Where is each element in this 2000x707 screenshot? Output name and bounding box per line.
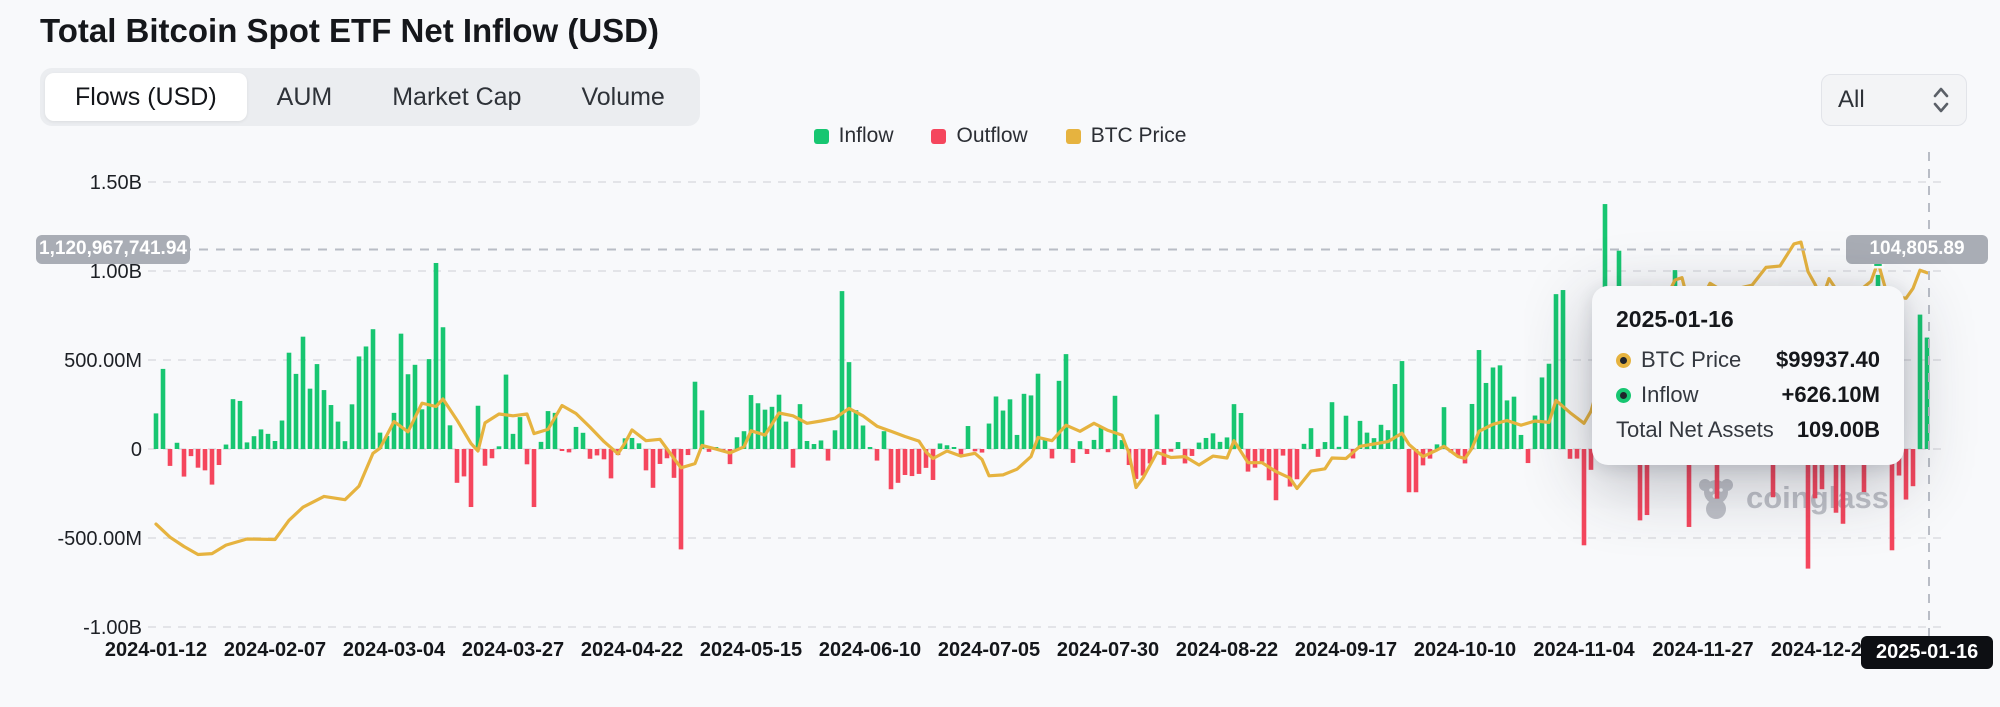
- legend-swatch-icon: [931, 128, 947, 144]
- tooltip-row-total-net-assets: Total Net Assets 109.00B: [1616, 417, 1880, 443]
- chart-tooltip: 2025-01-16 BTC Price $99937.40 Inflow +626.…: [1592, 286, 1904, 465]
- tooltip-row-label: BTC Price: [1641, 347, 1742, 372]
- svg-text:2024-11-27: 2024-11-27: [1652, 639, 1753, 661]
- svg-text:2024-03-04: 2024-03-04: [343, 639, 446, 661]
- svg-text:500.00M: 500.00M: [64, 350, 142, 372]
- series-dot-icon: [1616, 387, 1631, 403]
- tooltip-row-value: +626.10M: [1781, 382, 1880, 407]
- svg-text:2024-09-17: 2024-09-17: [1295, 639, 1397, 661]
- crosshair-left-axis-badge: 1,120,967,741.94: [36, 234, 190, 264]
- page-title: Total Bitcoin Spot ETF Net Inflow (USD): [40, 12, 659, 49]
- time-range-select-value: All: [1838, 86, 1865, 113]
- svg-text:0: 0: [131, 439, 142, 461]
- svg-text:1.50B: 1.50B: [90, 172, 142, 194]
- series-dot-icon: [1616, 352, 1631, 368]
- legend-swatch-icon: [1065, 128, 1081, 144]
- legend-item-inflow[interactable]: Inflow: [813, 124, 894, 148]
- svg-text:2024-07-30: 2024-07-30: [1057, 639, 1159, 661]
- svg-text:-1.00B: -1.00B: [83, 617, 142, 639]
- tab-volume[interactable]: Volume: [581, 82, 665, 111]
- svg-text:2024-04-22: 2024-04-22: [581, 639, 683, 661]
- time-range-select[interactable]: All: [1821, 74, 1967, 126]
- legend-swatch-icon: [813, 128, 829, 144]
- tab-aum[interactable]: AUM: [276, 82, 333, 111]
- svg-text:2024-05-15: 2024-05-15: [700, 639, 802, 661]
- tooltip-row-inflow: Inflow +626.10M: [1616, 382, 1880, 408]
- svg-text:-500.00M: -500.00M: [58, 528, 143, 550]
- svg-text:2024-11-04: 2024-11-04: [1533, 639, 1635, 661]
- tab-flows-usd[interactable]: Flows (USD): [45, 73, 247, 121]
- coinglass-bear-icon: [1694, 476, 1738, 520]
- legend-label: BTC Price: [1090, 124, 1187, 147]
- tooltip-row-value: $99937.40: [1776, 347, 1880, 372]
- svg-text:2024-12-23: 2024-12-23: [1771, 639, 1873, 661]
- crosshair-right-axis-badge: 104,805.89: [1846, 234, 1988, 264]
- svg-text:2024-02-07: 2024-02-07: [224, 639, 326, 661]
- tab-market-cap[interactable]: Market Cap: [392, 82, 522, 111]
- tooltip-row-label: Inflow: [1641, 382, 1699, 407]
- tooltip-row-btc-price: BTC Price $99937.40: [1616, 347, 1880, 373]
- svg-text:2024-07-05: 2024-07-05: [938, 639, 1040, 661]
- svg-text:2024-06-10: 2024-06-10: [819, 639, 921, 661]
- chart-metric-tabs: Flows (USD) AUM Market Cap Volume: [40, 68, 700, 126]
- legend-item-btc-price[interactable]: BTC Price: [1065, 124, 1187, 148]
- legend-item-outflow[interactable]: Outflow: [931, 124, 1028, 148]
- svg-text:2024-01-12: 2024-01-12: [105, 639, 207, 661]
- select-chevrons-icon: [1932, 85, 1950, 115]
- legend-label: Inflow: [838, 124, 894, 147]
- svg-text:1.00B: 1.00B: [90, 261, 142, 283]
- legend-label: Outflow: [956, 124, 1028, 147]
- svg-text:2024-03-27: 2024-03-27: [462, 639, 564, 661]
- svg-text:2024-10-10: 2024-10-10: [1414, 639, 1516, 661]
- coinglass-watermark: coinglass: [1694, 476, 1889, 520]
- crosshair-date-label: 2025-01-16: [1861, 636, 1994, 669]
- chart-legend: Inflow Outflow BTC Price: [0, 124, 2000, 148]
- tooltip-row-label: Total Net Assets: [1616, 417, 1774, 442]
- svg-text:2024-08-22: 2024-08-22: [1176, 639, 1278, 661]
- tooltip-date: 2025-01-16: [1616, 306, 1734, 332]
- tooltip-row-value: 109.00B: [1796, 417, 1880, 442]
